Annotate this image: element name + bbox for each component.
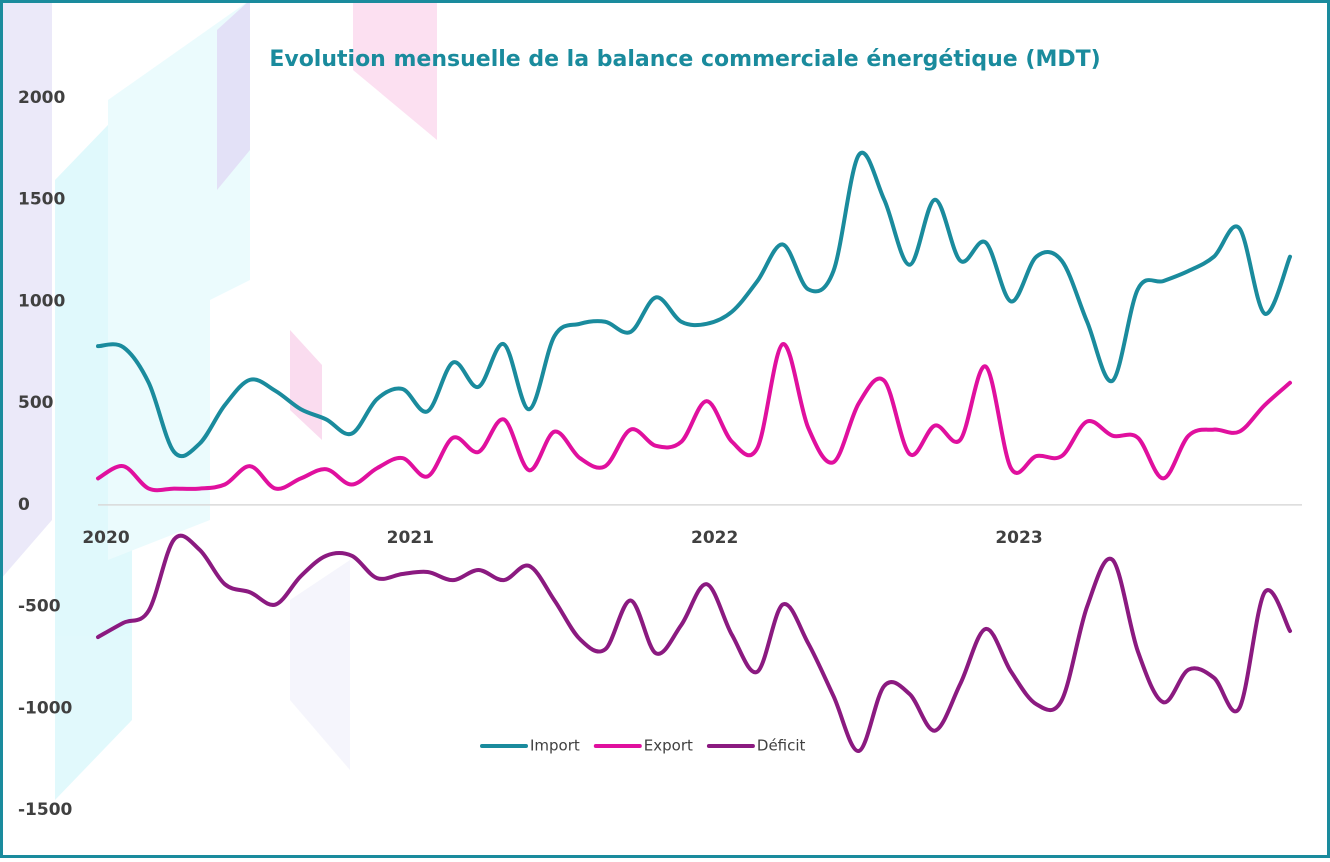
line-series <box>98 344 1290 490</box>
legend-label: Déficit <box>757 737 806 755</box>
chart-title: Evolution mensuelle de la balance commer… <box>269 47 1100 72</box>
x-tick-label: 2020 <box>82 528 129 548</box>
legend-label: Import <box>530 737 580 755</box>
line-series <box>98 536 1290 751</box>
legend-label: Export <box>644 737 693 755</box>
x-tick-label: 2022 <box>691 528 738 548</box>
y-tick-label: -500 <box>18 597 61 617</box>
y-tick-label: -1500 <box>18 800 73 820</box>
x-tick-label: 2021 <box>387 528 434 548</box>
chart: Evolution mensuelle de la balance commer… <box>0 0 1330 858</box>
y-tick-label: 1500 <box>18 190 65 210</box>
y-tick-label: 2000 <box>18 88 65 108</box>
y-tick-label: 500 <box>18 393 54 413</box>
y-tick-label: -1000 <box>18 698 73 718</box>
y-tick-label: 0 <box>18 495 30 515</box>
y-tick-label: 1000 <box>18 291 65 311</box>
decoration <box>0 0 437 800</box>
x-tick-label: 2023 <box>995 528 1042 548</box>
line-series <box>98 153 1290 456</box>
